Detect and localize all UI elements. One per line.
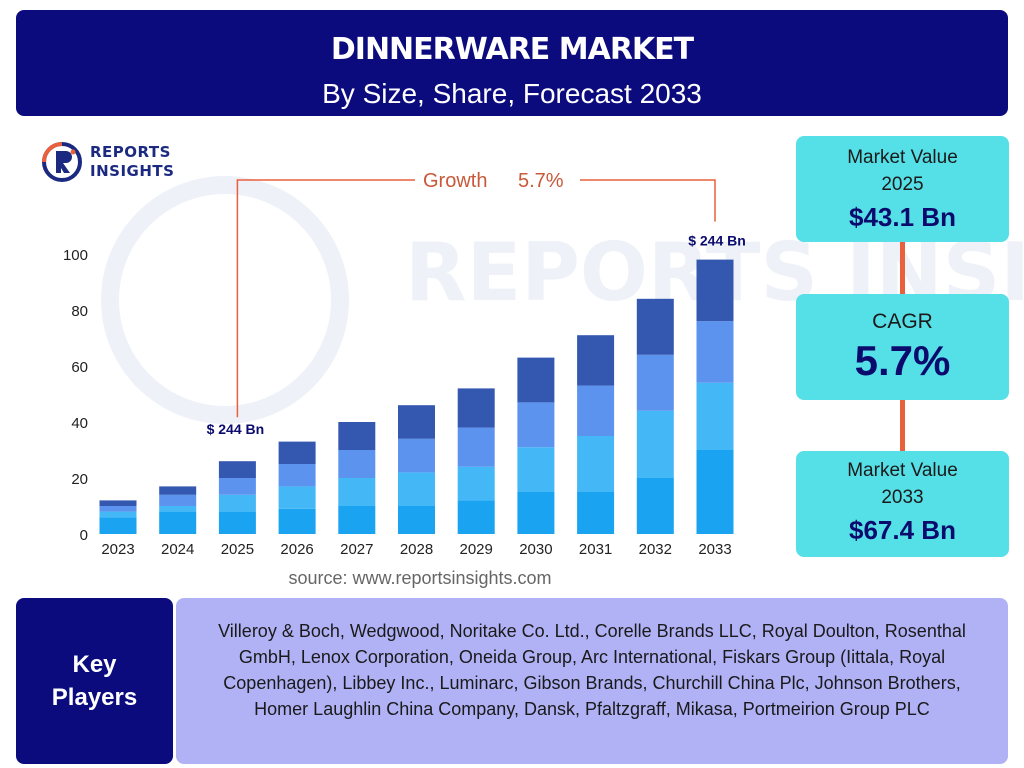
bar-segment-2: [338, 478, 376, 506]
bar-segment-4: [159, 486, 197, 495]
bar-segment-4: [218, 461, 256, 478]
bar-segment-3: [278, 464, 316, 487]
bar-segment-2: [278, 486, 316, 509]
bar-segment-2: [218, 494, 256, 512]
bar-segment-2: [517, 447, 555, 492]
market-value-2033-card: Market Value 2033 $67.4 Bn: [796, 451, 1009, 557]
logo-line2: INSIGHTS: [90, 162, 175, 180]
bar-segment-4: [278, 441, 316, 464]
page-subtitle: By Size, Share, Forecast 2033: [322, 78, 702, 109]
bar-segment-1: [159, 511, 197, 534]
bar-segment-2: [398, 472, 435, 506]
x-tick-label: 2027: [340, 541, 373, 558]
header-banner: DINNERWARE MARKET By Size, Share, Foreca…: [16, 10, 1008, 116]
bar-segment-2: [159, 506, 197, 512]
cagr-card: CAGR 5.7%: [796, 294, 1009, 400]
source-note: source: www.reportsinsights.com: [288, 568, 552, 588]
x-tick-label: 2033: [698, 541, 731, 558]
bar-segment-1: [218, 511, 256, 534]
connector-line-top: [900, 242, 905, 294]
cagr-value: 5.7%: [854, 337, 951, 384]
end-value-label: $ 244 Bn: [688, 233, 746, 249]
y-tick-label: 0: [80, 527, 88, 544]
key-players-heading: Key Players: [51, 651, 138, 711]
bar-segment-1: [696, 450, 734, 534]
bar-segment-4: [696, 259, 734, 322]
logo-line1: REPORTS: [90, 143, 171, 161]
y-tick-label: 60: [71, 359, 88, 376]
x-tick-label: 2028: [400, 541, 433, 558]
bar-segment-3: [636, 354, 674, 411]
key-players-list-box: Villeroy & Boch, Wedgwood, Noritake Co. …: [176, 598, 1008, 764]
growth-bracket-right: [580, 179, 716, 222]
bar-segment-4: [338, 422, 376, 450]
x-tick-label: 2029: [460, 541, 493, 558]
growth-value: 5.7%: [518, 170, 564, 192]
x-tick-label: 2030: [519, 541, 552, 558]
bar-segment-3: [99, 506, 137, 512]
bar-segment-2: [577, 436, 615, 492]
bar-segment-3: [517, 402, 555, 448]
bar-segment-3: [159, 494, 197, 506]
x-tick-label: 2023: [101, 541, 134, 558]
bar-segment-1: [338, 506, 376, 534]
connector-line-bottom: [900, 400, 905, 451]
x-tick-label: 2024: [161, 541, 194, 558]
growth-bracket-left: [236, 179, 415, 418]
bar-segment-1: [398, 506, 435, 534]
bar-segment-3: [577, 385, 615, 436]
bar-segment-4: [636, 298, 674, 355]
bar-segment-2: [457, 466, 495, 501]
bar-segment-4: [577, 335, 615, 386]
market-value-2025-label: Market Value 2025: [847, 147, 958, 195]
bar-segment-1: [457, 500, 495, 534]
bar-segment-2: [696, 382, 734, 450]
bar-segment-4: [99, 500, 137, 506]
logo-mark-icon: [42, 142, 82, 182]
y-tick-label: 80: [71, 303, 88, 320]
y-tick-label: 100: [63, 247, 88, 264]
market-value-2033-label: Market Value 2033: [847, 460, 958, 508]
page-title: DINNERWARE MARKET: [330, 32, 694, 67]
bar-segment-3: [338, 450, 376, 478]
bar-segment-2: [99, 511, 137, 518]
start-value-label: $ 244 Bn: [207, 421, 265, 437]
x-tick-label: 2032: [639, 541, 672, 558]
bar-segment-1: [517, 492, 555, 534]
bar-segment-3: [218, 478, 256, 495]
x-tick-label: 2026: [280, 541, 313, 558]
bar-segment-2: [636, 410, 674, 478]
key-players-list: Villeroy & Boch, Wedgwood, Noritake Co. …: [218, 621, 966, 719]
bar-segment-4: [457, 388, 495, 428]
x-tick-label: 2025: [221, 541, 254, 558]
market-value-2033-value: $67.4 Bn: [849, 515, 956, 545]
bar-segment-3: [398, 438, 435, 473]
market-value-2025-value: $43.1 Bn: [849, 202, 956, 232]
bar-segment-4: [398, 405, 435, 439]
bar-segment-3: [696, 321, 734, 383]
reports-insights-logo: REPORTS INSIGHTS: [40, 140, 190, 184]
y-tick-label: 20: [71, 471, 88, 488]
key-players-heading-box: Key Players: [16, 598, 173, 764]
growth-label: Growth: [423, 170, 487, 192]
bar-chart: 0 20 40 60 80 100 2023 2024 2025 2026 2027 2028 2029…: [63, 170, 746, 558]
bar-segment-4: [517, 357, 555, 403]
bar-segment-3: [457, 427, 495, 467]
x-tick-label: 2031: [579, 541, 612, 558]
bar-segment-1: [99, 517, 137, 534]
bar-segment-1: [577, 492, 615, 534]
y-tick-label: 40: [71, 415, 88, 432]
cagr-label: CAGR: [872, 310, 933, 333]
bar-segment-1: [278, 508, 316, 534]
bar-segment-1: [636, 478, 674, 534]
market-value-2025-card: Market Value 2025 $43.1 Bn: [796, 136, 1009, 242]
